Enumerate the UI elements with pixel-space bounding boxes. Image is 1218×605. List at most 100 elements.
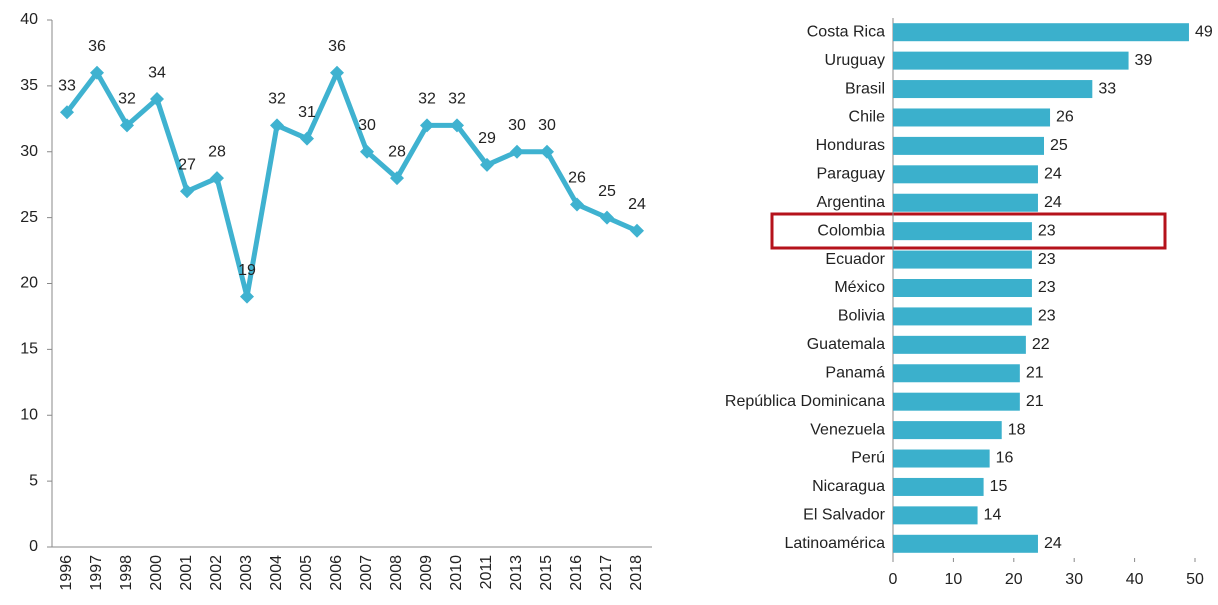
data-label: 33 — [1098, 80, 1116, 97]
y-tick-label: 40 — [20, 11, 38, 28]
data-label: 30 — [358, 117, 376, 134]
data-label: 23 — [1038, 251, 1056, 268]
data-label: 23 — [1038, 279, 1056, 296]
y-tick-label: El Salvador — [803, 507, 885, 524]
marker — [90, 65, 104, 80]
x-tick-label: 2006 — [328, 555, 345, 591]
data-label: 21 — [1026, 364, 1044, 381]
x-tick-label: 30 — [1065, 571, 1083, 588]
data-label: 26 — [568, 170, 586, 187]
marker — [270, 118, 284, 133]
bar — [893, 108, 1051, 127]
x-tick-label: 2008 — [388, 555, 405, 591]
y-tick-label: 10 — [20, 406, 38, 423]
y-tick-label: 25 — [20, 209, 38, 226]
x-tick-label: 2002 — [208, 555, 225, 591]
x-tick-label: 2003 — [238, 555, 255, 591]
data-label: 23 — [1038, 308, 1056, 325]
data-label: 32 — [448, 91, 466, 108]
data-label: 14 — [984, 507, 1002, 524]
y-tick-label: 0 — [29, 538, 38, 555]
y-tick-label: Bolivia — [838, 308, 885, 325]
x-tick-label: 2001 — [178, 555, 195, 591]
marker — [120, 118, 134, 133]
marker — [300, 131, 314, 146]
data-label: 24 — [1044, 166, 1062, 183]
x-tick-label: 2015 — [538, 555, 555, 591]
x-tick-label: 10 — [945, 571, 963, 588]
bar — [893, 23, 1189, 42]
y-tick-label: 20 — [20, 275, 38, 292]
y-tick-label: Nicaragua — [812, 478, 885, 495]
data-label: 36 — [328, 38, 346, 55]
x-tick-label: 2004 — [268, 555, 285, 591]
marker — [510, 144, 524, 159]
y-tick-label: 5 — [29, 472, 38, 489]
y-tick-label: República Dominicana — [725, 393, 885, 410]
marker — [540, 144, 554, 159]
y-tick-label: Perú — [851, 450, 885, 467]
marker — [210, 171, 224, 186]
data-label: 34 — [148, 64, 166, 81]
y-tick-label: Costa Rica — [807, 23, 885, 40]
x-tick-label: 1997 — [88, 555, 105, 591]
data-label: 28 — [208, 143, 226, 160]
bar — [893, 136, 1044, 155]
data-label: 24 — [1044, 535, 1062, 552]
x-tick-label: 2000 — [148, 555, 165, 591]
marker — [390, 171, 404, 186]
marker — [240, 289, 254, 304]
data-label: 15 — [990, 478, 1008, 495]
marker — [330, 65, 344, 80]
x-tick-label: 40 — [1126, 571, 1144, 588]
marker — [360, 144, 374, 159]
y-tick-label: Colombia — [817, 222, 885, 239]
bar — [893, 250, 1032, 269]
data-label: 39 — [1135, 52, 1153, 69]
data-label: 32 — [268, 91, 286, 108]
y-tick-label: Paraguay — [817, 166, 886, 183]
x-tick-label: 50 — [1186, 571, 1204, 588]
x-tick-label: 2007 — [358, 555, 375, 591]
y-tick-label: Panamá — [825, 364, 885, 381]
bar — [893, 51, 1129, 70]
data-label: 24 — [628, 196, 646, 213]
bar — [893, 193, 1038, 212]
bar — [893, 222, 1032, 241]
y-tick-label: Ecuador — [825, 251, 885, 268]
data-label: 21 — [1026, 393, 1044, 410]
x-tick-label: 20 — [1005, 571, 1023, 588]
marker — [570, 197, 584, 212]
data-label: 32 — [418, 91, 436, 108]
data-label: 33 — [58, 77, 76, 94]
bar — [893, 80, 1093, 99]
y-tick-label: 35 — [20, 77, 38, 94]
x-tick-label: 2010 — [448, 555, 465, 591]
y-tick-label: México — [834, 279, 885, 296]
data-label: 49 — [1195, 23, 1213, 40]
bar — [893, 307, 1032, 326]
marker — [600, 210, 614, 225]
bar — [893, 279, 1032, 297]
y-tick-label: Guatemala — [807, 336, 885, 353]
x-tick-label: 2009 — [418, 555, 435, 591]
bar — [893, 364, 1020, 383]
marker — [480, 157, 494, 172]
x-tick-label: 1998 — [118, 555, 135, 591]
y-tick-label: Honduras — [816, 137, 885, 154]
marker — [450, 118, 464, 133]
y-tick-label: Chile — [849, 109, 886, 126]
bar — [893, 449, 990, 468]
x-tick-label: 2013 — [508, 555, 525, 591]
line — [65, 70, 639, 300]
marker — [630, 223, 644, 238]
data-label: 36 — [88, 38, 106, 55]
y-tick-label: Venezuela — [810, 421, 885, 438]
marker — [180, 184, 194, 199]
data-label: 16 — [996, 450, 1014, 467]
x-tick-label: 1996 — [58, 555, 75, 591]
bar — [893, 477, 984, 496]
data-label: 30 — [538, 117, 556, 134]
y-tick-label: Argentina — [817, 194, 886, 211]
marker — [60, 105, 74, 120]
